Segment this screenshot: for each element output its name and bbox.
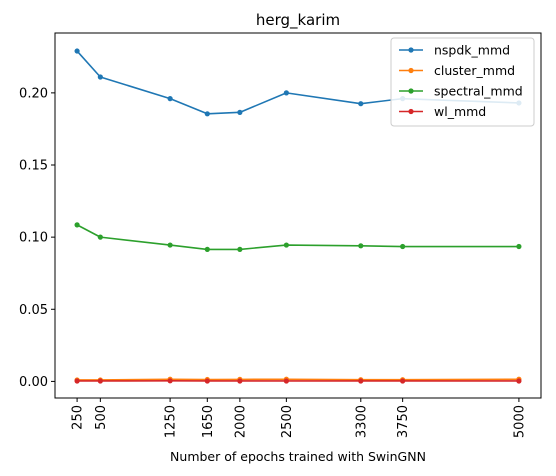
plot-frame bbox=[54, 32, 542, 399]
data-point bbox=[74, 378, 80, 384]
legend-item: spectral_mmd bbox=[399, 84, 523, 99]
legend-item: wl_mmd bbox=[399, 104, 486, 119]
y-tick-label: 0.20 bbox=[19, 86, 48, 101]
series-wl-mmd bbox=[74, 378, 522, 384]
x-tick-label: 3750 bbox=[396, 405, 411, 438]
legend-label: cluster_mmd bbox=[434, 63, 515, 78]
y-tick-label: 0.15 bbox=[19, 159, 48, 174]
data-point bbox=[516, 243, 522, 250]
legend-item: nspdk_mmd bbox=[399, 43, 510, 58]
data-point bbox=[358, 101, 364, 107]
chart-title: herg_karim bbox=[256, 11, 340, 30]
x-tick-label: 1250 bbox=[164, 405, 179, 438]
data-point bbox=[283, 90, 289, 96]
data-point bbox=[204, 111, 210, 117]
data-point bbox=[167, 378, 173, 384]
data-point bbox=[400, 243, 406, 250]
x-tick-label: 250 bbox=[71, 405, 86, 430]
data-point bbox=[358, 378, 364, 384]
x-tick-label: 3300 bbox=[354, 405, 369, 438]
series-line bbox=[77, 378, 519, 381]
legend-label: nspdk_mmd bbox=[434, 43, 510, 58]
legend-label: spectral_mmd bbox=[434, 84, 523, 99]
data-point bbox=[237, 378, 243, 384]
data-point bbox=[74, 48, 80, 54]
x-tick-label: 500 bbox=[94, 405, 109, 430]
data-point bbox=[204, 378, 210, 384]
data-point bbox=[97, 74, 103, 80]
legend-box bbox=[390, 37, 535, 127]
data-point bbox=[167, 96, 173, 102]
legend-marker bbox=[408, 88, 414, 94]
series-layer bbox=[74, 48, 522, 384]
x-tick-label: 2500 bbox=[280, 405, 295, 438]
x-axis-title: Number of epochs trained with SwinGNN bbox=[170, 449, 426, 464]
y-tick-label: 0.10 bbox=[19, 231, 48, 246]
data-point bbox=[358, 243, 364, 249]
data-point bbox=[74, 222, 80, 228]
data-point bbox=[97, 378, 103, 384]
data-point bbox=[237, 109, 243, 115]
legend-marker bbox=[408, 47, 414, 53]
data-point bbox=[97, 234, 103, 240]
axes-layer: 0.00 0.05 0.10 0.15 0.20 250 500 1250 1650 2000 25… bbox=[19, 32, 542, 438]
data-point bbox=[400, 378, 406, 384]
x-tick-label: 5000 bbox=[512, 405, 527, 438]
data-point bbox=[283, 378, 289, 384]
legend: nspdk_mmd cluster_mmd spectral_mmd wl_mmd bbox=[390, 37, 535, 127]
y-tick-label: 0.00 bbox=[19, 375, 48, 390]
x-tick-label: 2000 bbox=[233, 405, 248, 438]
data-point bbox=[167, 242, 173, 248]
data-point bbox=[516, 378, 522, 384]
data-point bbox=[237, 246, 243, 252]
y-tick-label: 0.05 bbox=[19, 303, 48, 318]
legend-marker bbox=[408, 108, 414, 115]
data-point bbox=[283, 242, 289, 248]
data-point bbox=[204, 246, 210, 252]
legend-label: wl_mmd bbox=[434, 104, 486, 119]
series-spectral-mmd bbox=[74, 222, 522, 252]
legend-item: cluster_mmd bbox=[399, 63, 515, 78]
legend-marker bbox=[408, 67, 414, 74]
x-tick-label: 1650 bbox=[201, 405, 216, 438]
